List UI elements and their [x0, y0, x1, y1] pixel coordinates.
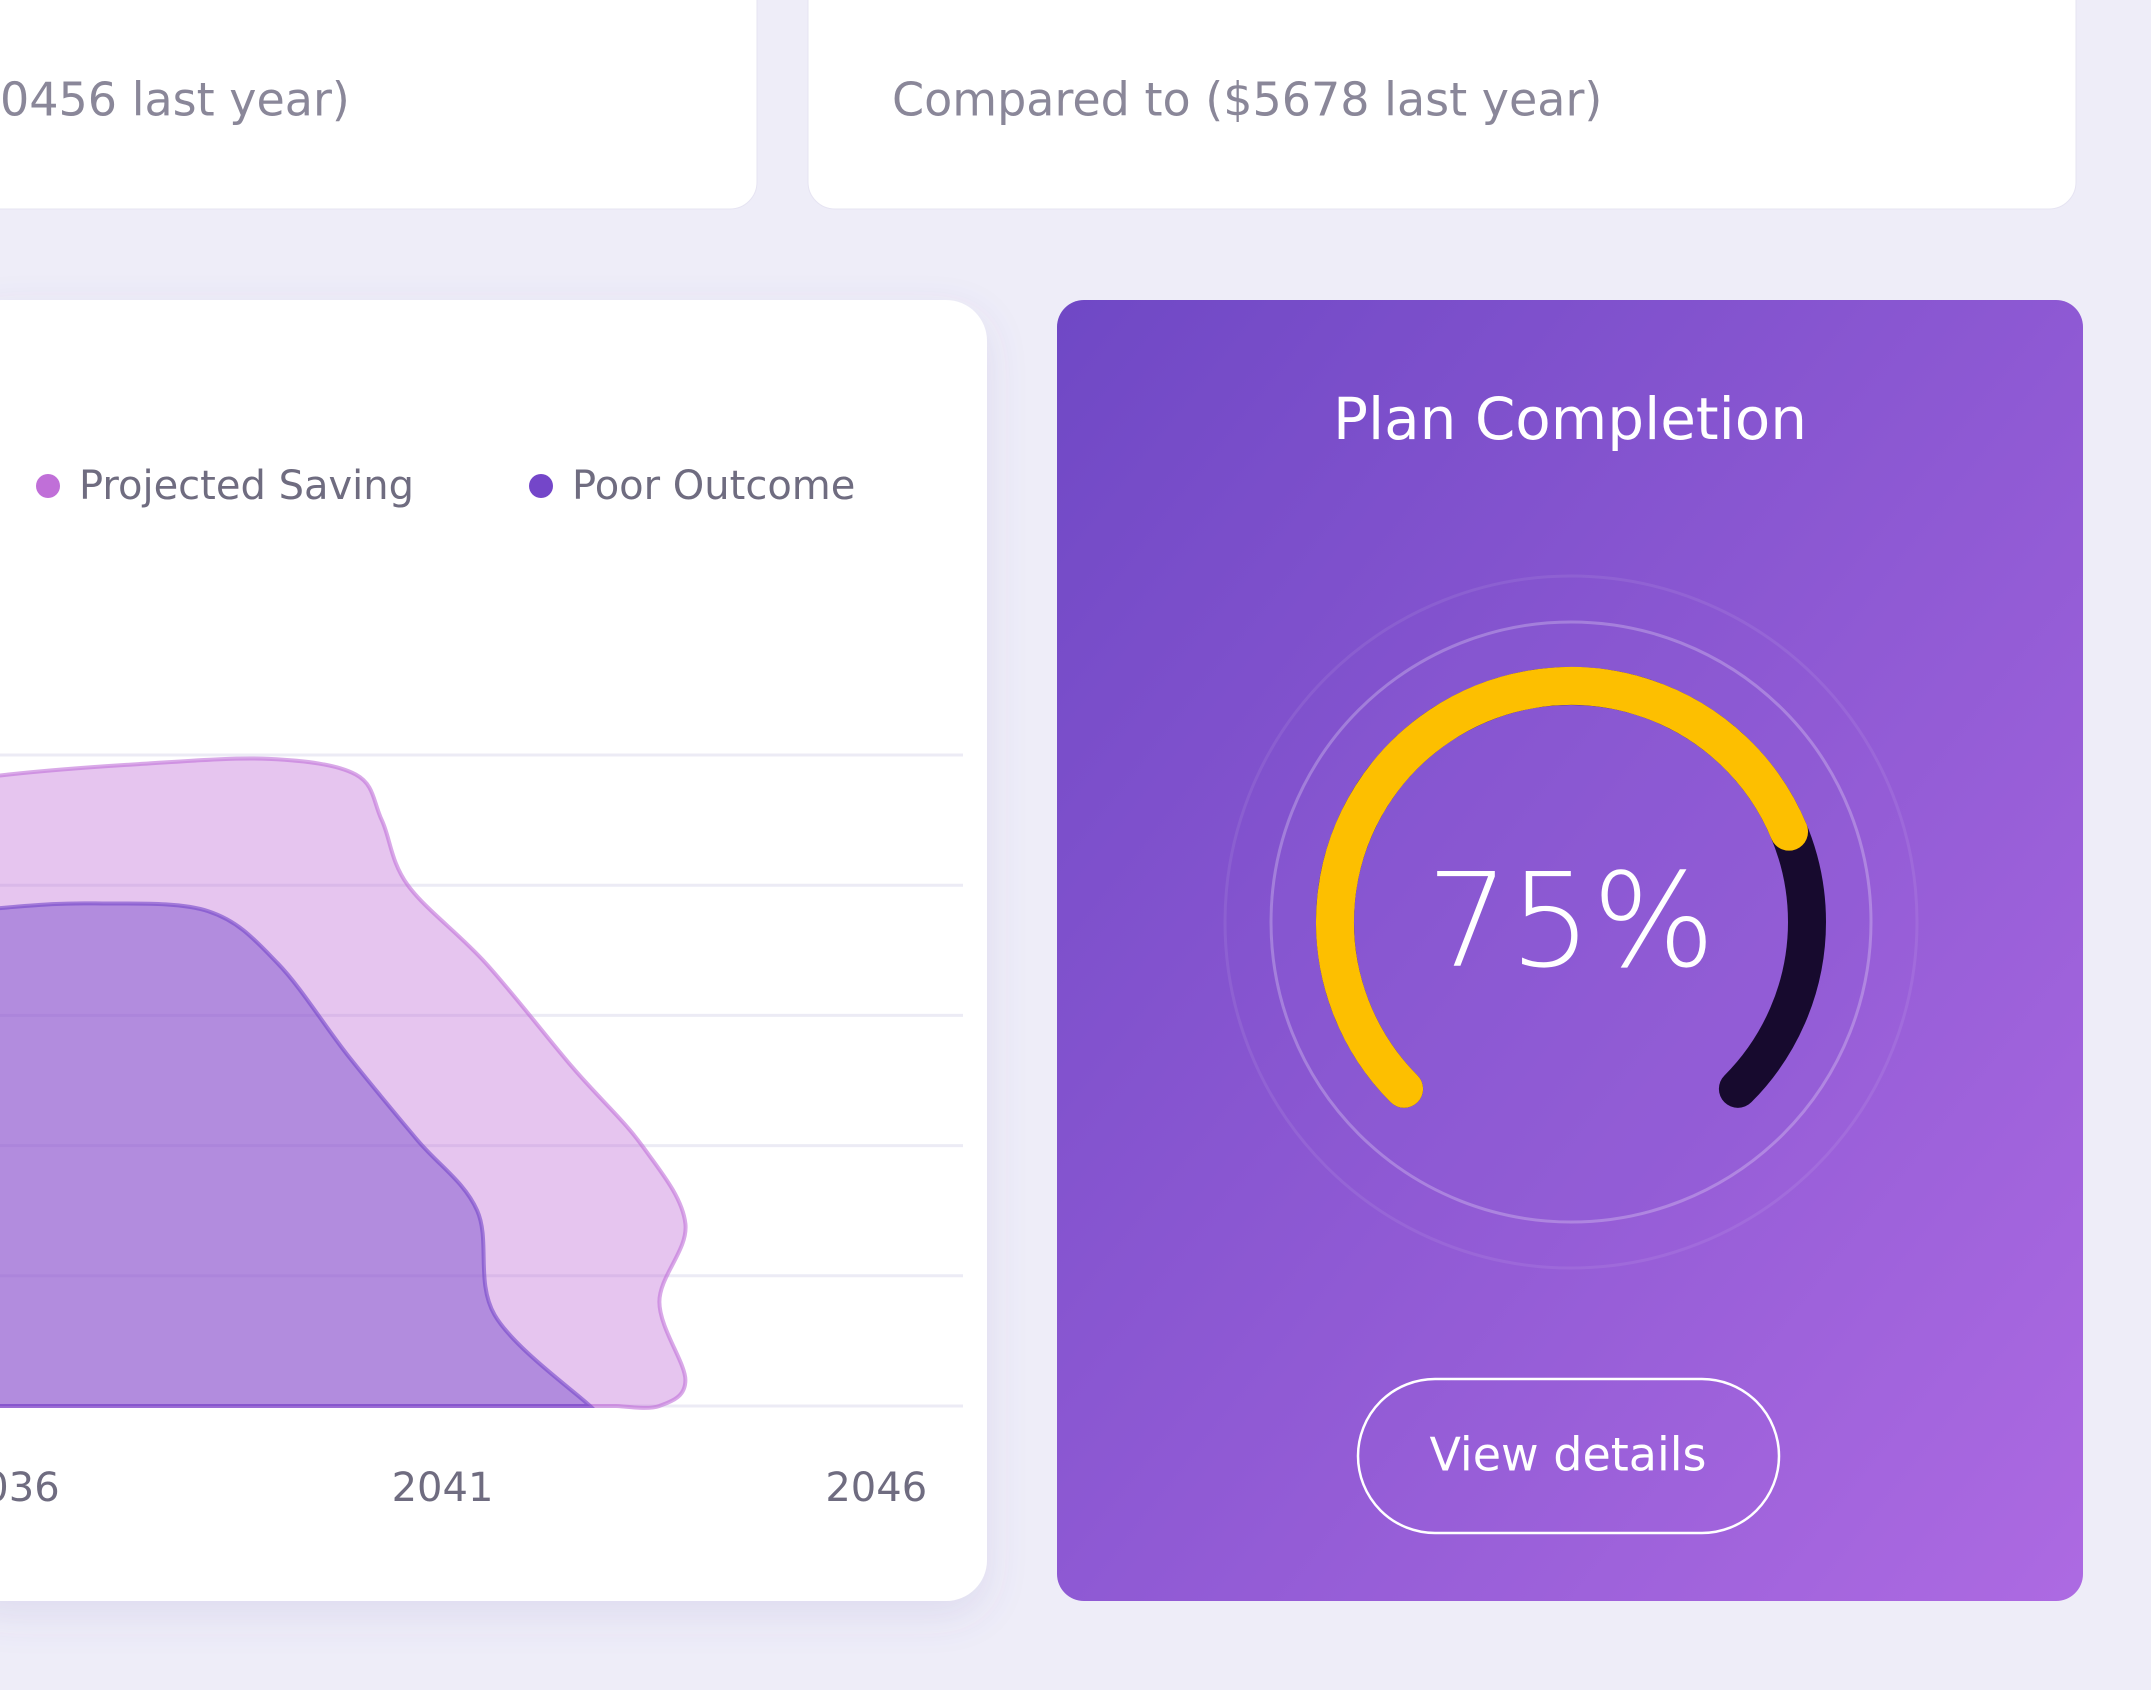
x-tick-label: 2041	[392, 1465, 494, 1511]
legend-dot	[36, 474, 60, 498]
card	[0, 0, 758, 210]
x-tick-label: 2046	[825, 1465, 927, 1511]
area	[0, 756, 688, 1410]
x-tick-label: 2036	[0, 1465, 60, 1511]
legend-dot	[529, 474, 553, 498]
card-subtitle: Compared to ($5678 last year)	[892, 73, 1602, 127]
ring	[1269, 620, 1873, 1224]
card	[807, 0, 2077, 210]
gauge-card	[1057, 300, 2083, 1601]
button[interactable]: View details	[1356, 1377, 1781, 1535]
plot	[0, 756, 688, 1410]
area	[0, 901, 595, 1408]
button-outline[interactable]	[1356, 1377, 1781, 1535]
gauge-title: Plan Completion	[1333, 385, 1807, 453]
legend-label: Poor Outcome	[572, 463, 855, 509]
card-subtitle: 0456 last year)	[0, 73, 350, 127]
gauge-fill	[1316, 667, 1809, 1108]
button-label[interactable]: View details	[1429, 1428, 1706, 1482]
ring	[1223, 574, 1919, 1270]
legend-label: Projected Saving	[79, 463, 414, 509]
gauge-value: 75%	[1427, 845, 1716, 997]
area-chart: 2036 2041 2046 Projected Saving Poor Outcome	[0, 463, 963, 1511]
gauge	[1316, 667, 1826, 1108]
